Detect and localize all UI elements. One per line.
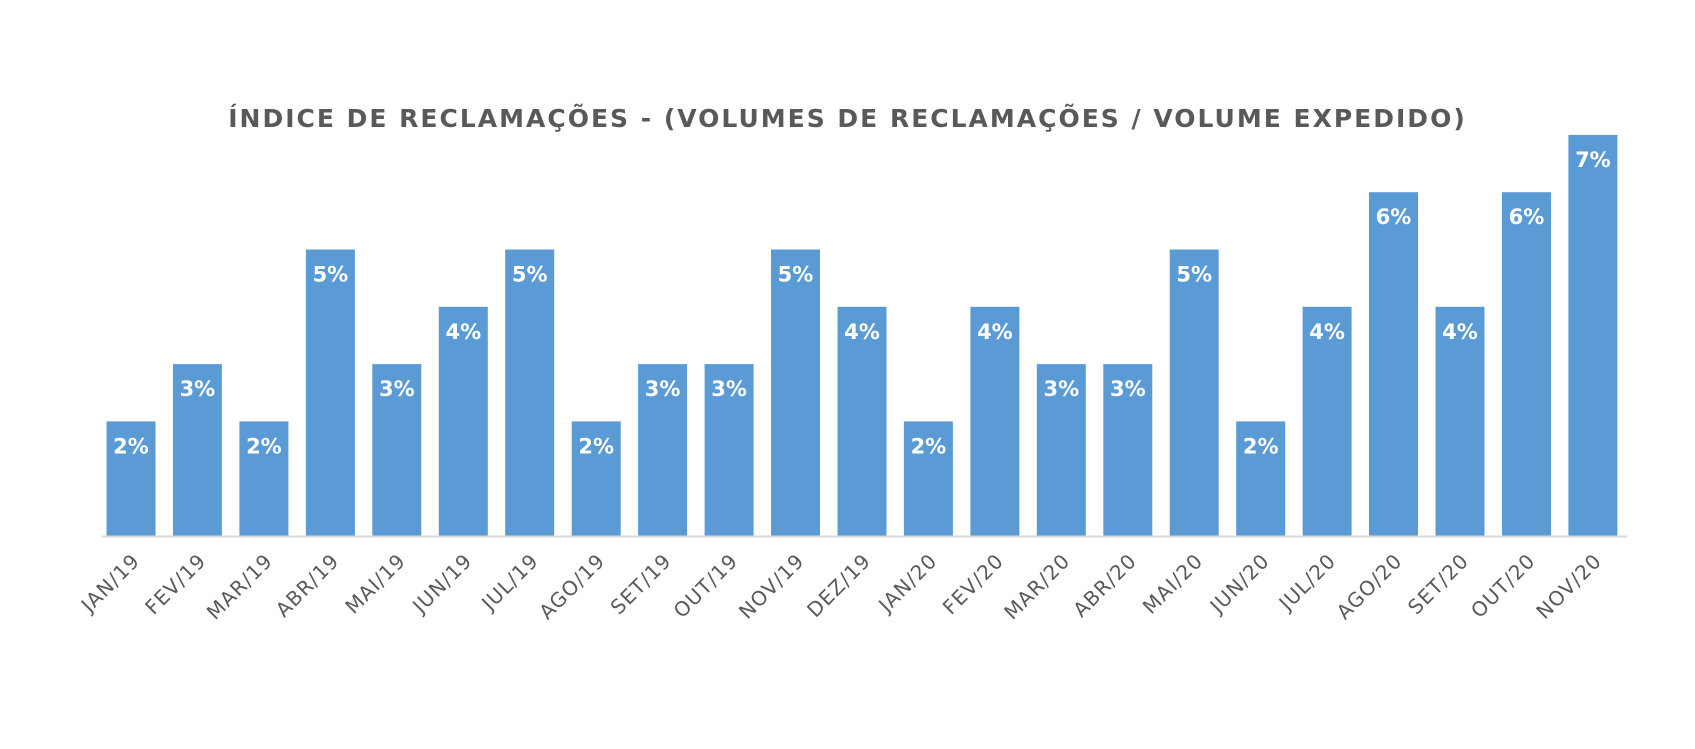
data-label: 4% (977, 320, 1013, 344)
data-label: 3% (1043, 377, 1079, 401)
data-label: 5% (313, 263, 349, 287)
bar-jun-19 (438, 306, 488, 536)
bar-out-19 (704, 364, 754, 536)
bar-jul-20 (1302, 306, 1352, 536)
bar-mai-20 (1169, 249, 1219, 536)
x-tick-label: AGO/19 (534, 549, 609, 624)
data-label: 5% (778, 263, 814, 287)
data-label: 2% (246, 434, 282, 458)
data-label: 4% (1309, 320, 1345, 344)
x-tick-label: NOV/19 (734, 549, 809, 624)
x-tick-label: FEV/20 (938, 549, 1009, 620)
data-label: 7% (1575, 148, 1611, 172)
bar-abr-20 (1103, 364, 1153, 536)
data-label: 4% (445, 320, 481, 344)
x-tick-label: DEZ/19 (802, 549, 875, 622)
data-label: 6% (1509, 205, 1545, 229)
bar-ago-19 (571, 421, 621, 536)
data-label: 3% (1110, 377, 1146, 401)
data-label: 2% (1243, 434, 1279, 458)
bar-mai-19 (372, 364, 422, 536)
x-tick-label: OUT/20 (1466, 549, 1540, 623)
data-label: 2% (578, 434, 614, 458)
data-label: 3% (645, 377, 681, 401)
bar-ago-20 (1369, 192, 1418, 536)
x-tick-label: JAN/20 (872, 549, 942, 619)
x-tick-label: MAI/19 (340, 549, 410, 619)
chart-title: ÍNDICE DE RECLAMAÇÕES - (VOLUMES DE RECL… (228, 104, 1467, 133)
x-tick-label: MAR/20 (999, 549, 1075, 625)
x-tick-label: OUT/19 (669, 549, 743, 623)
x-tick-label: JUL/19 (475, 549, 543, 617)
data-label: 3% (379, 377, 415, 401)
bar-nov-20 (1568, 134, 1618, 536)
x-tick-label: SET/20 (1403, 549, 1474, 620)
data-label: 4% (844, 320, 880, 344)
x-tick-label: FEV/19 (140, 549, 211, 620)
bar-set-20 (1435, 306, 1485, 536)
bar-jun-20 (1236, 421, 1286, 536)
data-label: 5% (1176, 263, 1212, 287)
bar-mar-19 (239, 421, 289, 536)
x-tick-label: JUN/19 (406, 549, 476, 619)
x-tick-label: AGO/20 (1332, 549, 1407, 624)
bar-jul-19 (505, 249, 555, 536)
x-tick-label: SET/19 (606, 549, 677, 620)
bar-jan-19 (106, 421, 156, 536)
bar-mar-20 (1036, 364, 1086, 536)
bar-fev-19 (172, 364, 222, 536)
x-tick-label: JUL/20 (1273, 549, 1341, 617)
x-tick-label: JUN/20 (1204, 549, 1274, 619)
x-tick-label: NOV/20 (1531, 549, 1606, 624)
data-label: 5% (512, 263, 548, 287)
bar-set-19 (638, 364, 688, 536)
data-label: 2% (113, 434, 149, 458)
data-label: 4% (1442, 320, 1478, 344)
bar-out-20 (1502, 192, 1551, 536)
data-label: 2% (911, 434, 947, 458)
data-label: 3% (711, 377, 747, 401)
data-label: 6% (1376, 205, 1412, 229)
bar-jan-20 (903, 421, 953, 536)
x-tick-label: MAR/19 (202, 549, 278, 625)
data-label: 3% (180, 377, 216, 401)
bar-fev-20 (970, 306, 1020, 536)
x-tick-label: JAN/19 (75, 549, 145, 619)
bar-nov-19 (771, 249, 820, 536)
bar-abr-19 (305, 249, 355, 536)
x-tick-label: MAI/20 (1138, 549, 1208, 619)
x-tick-label: ABR/19 (271, 549, 344, 622)
x-tick-label: ABR/20 (1068, 549, 1141, 622)
bar-dez-19 (837, 306, 887, 536)
